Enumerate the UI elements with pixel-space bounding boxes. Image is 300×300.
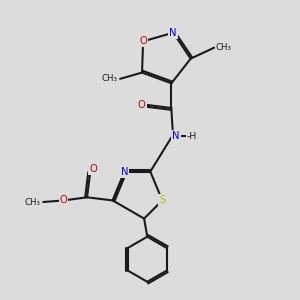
Text: CH₃: CH₃: [215, 43, 232, 52]
Text: O: O: [139, 36, 147, 46]
Text: N: N: [121, 167, 128, 177]
Text: O: O: [89, 164, 97, 174]
Text: O: O: [60, 195, 68, 206]
Text: CH₃: CH₃: [24, 197, 40, 206]
Text: N: N: [172, 131, 180, 142]
Text: O: O: [138, 100, 146, 110]
Text: -H: -H: [187, 132, 197, 141]
Text: N: N: [169, 28, 177, 38]
Text: S: S: [159, 195, 165, 206]
Text: CH₃: CH₃: [101, 74, 117, 83]
